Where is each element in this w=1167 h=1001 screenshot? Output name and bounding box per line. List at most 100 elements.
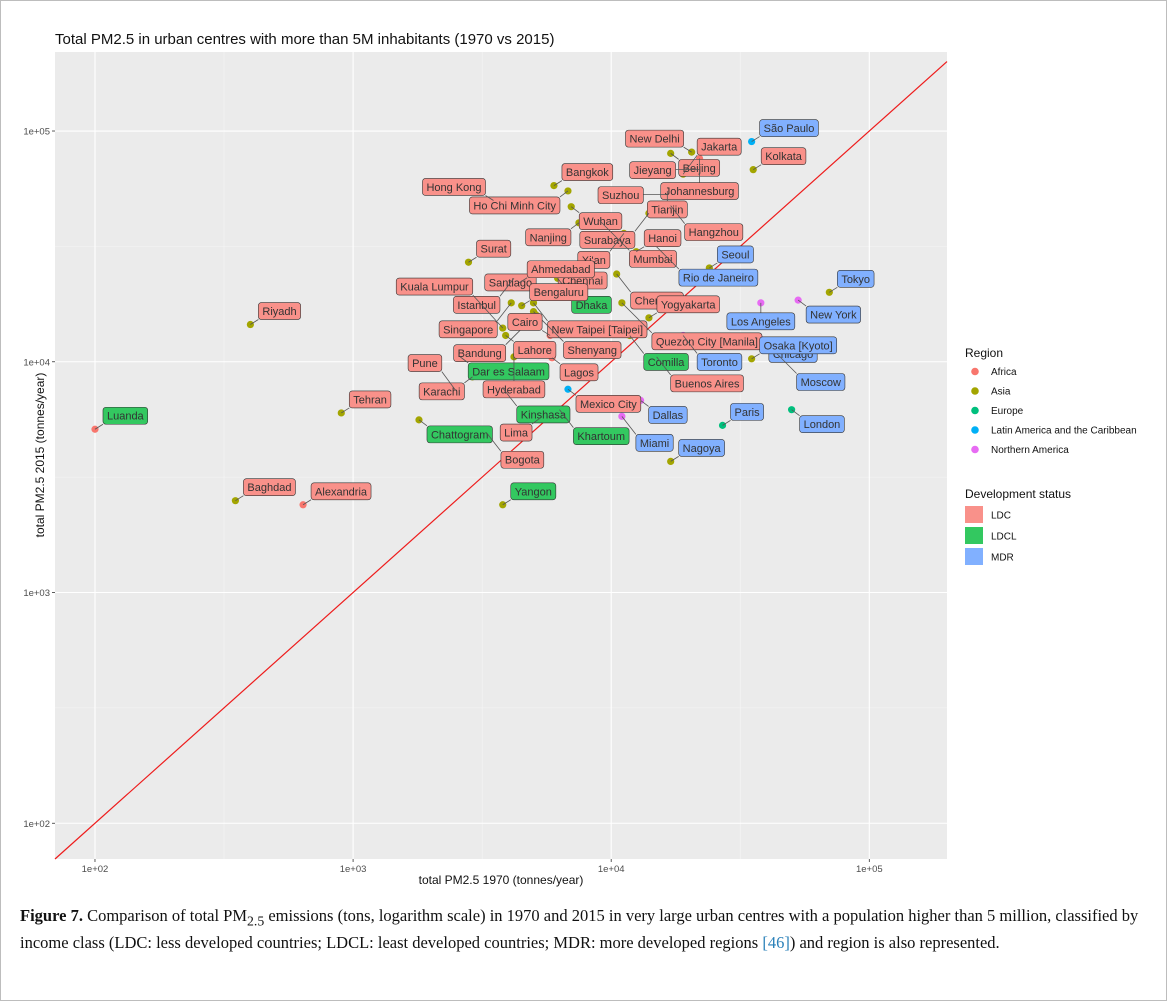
- label-leader-line: [235, 495, 244, 502]
- data-label-box: [469, 196, 561, 215]
- data-label: Comilla: [648, 357, 686, 369]
- x-tick-label: 1e+02: [82, 864, 109, 875]
- data-label: Hong Kong: [426, 182, 481, 194]
- label-leader-line: [468, 256, 477, 263]
- legend-region-label: Africa: [991, 367, 1017, 378]
- data-label: Rio de Janeiro: [683, 273, 754, 285]
- caption-text-3: ) and region is also represented.: [789, 933, 1000, 953]
- label-leader-line: [418, 419, 428, 427]
- data-label: New Delhi: [630, 134, 680, 146]
- label-leader-line: [682, 335, 698, 354]
- data-label-box: [643, 229, 682, 247]
- caption-text-1: Comparison of total PM: [87, 906, 248, 925]
- caption-subscript: 2.5: [247, 913, 265, 929]
- data-point: [246, 320, 254, 329]
- data-label: Mexico City: [580, 399, 637, 411]
- data-label-box: [499, 423, 533, 442]
- data-label-box: [102, 406, 149, 425]
- label-leader-line: [753, 164, 762, 171]
- label-leader-line: [722, 420, 731, 426]
- data-label: Surat: [481, 244, 507, 256]
- data-label: New Taipei [Taipei]: [551, 324, 643, 336]
- caption-reference-close: ]: [784, 933, 790, 953]
- data-label-box: [660, 182, 739, 200]
- data-label: São Paulo: [764, 123, 815, 135]
- data-label-box: [563, 341, 622, 359]
- legend-status-label: LDC: [991, 511, 1011, 522]
- data-label: Ahmedabad: [531, 264, 590, 276]
- label-leader-line: [541, 330, 551, 336]
- data-label: Pune: [412, 358, 438, 370]
- data-label: Cairo: [512, 317, 538, 329]
- x-tick-label: 1e+03: [340, 864, 367, 875]
- label-leader-line: [570, 206, 580, 213]
- data-label: Mumbai: [633, 254, 672, 266]
- caption-reference-link[interactable]: 46: [767, 933, 785, 953]
- y-tick-label: 1e+05: [23, 127, 50, 138]
- legend-region-label: Europe: [991, 406, 1024, 417]
- legend-status-label: LDCL: [991, 532, 1017, 543]
- data-label-box: [507, 313, 543, 331]
- data-label: Suzhou: [602, 190, 639, 202]
- legend-region-label: Latin America and the Caribbean: [991, 426, 1137, 437]
- data-label: Ho Chi Minh City: [473, 200, 556, 212]
- label-leader-line: [682, 154, 698, 175]
- caption-text-2: emissions (tons, logarithm scale) in 197…: [20, 906, 1139, 953]
- label-leader-line: [551, 357, 561, 365]
- data-label: London: [804, 419, 841, 431]
- data-label-box: [482, 380, 546, 399]
- data-label: Karachi: [423, 386, 460, 398]
- legend-region-key: [971, 426, 979, 434]
- data-label-box: [635, 434, 674, 452]
- label-leader-line: [609, 233, 625, 252]
- data-label-box: [837, 269, 875, 288]
- label-leader-line: [459, 356, 469, 364]
- legend-status-title: Development status: [965, 487, 1071, 501]
- data-label: Kuala Lumpur: [400, 282, 469, 294]
- legend-region-title: Region: [965, 346, 1003, 360]
- data-label: Jieyang: [634, 165, 672, 177]
- label-leader-line: [709, 262, 718, 269]
- data-label-box: [526, 260, 595, 279]
- data-label-box: [670, 374, 744, 393]
- data-label: Lagos: [564, 367, 594, 379]
- data-label: Paris: [735, 407, 761, 419]
- label-leader-line: [559, 190, 569, 198]
- data-label-box: [579, 230, 636, 249]
- legend-status-key: [965, 506, 983, 523]
- label-leader-line: [797, 299, 807, 307]
- data-label: Dallas: [653, 410, 684, 422]
- data-label: Toronto: [701, 357, 738, 369]
- data-label: Moscow: [801, 377, 841, 389]
- data-label: Hangzhou: [689, 227, 739, 239]
- data-label-box: [500, 450, 545, 469]
- label-leader-line: [621, 302, 653, 334]
- label-leader-line: [599, 220, 630, 251]
- label-leader-line: [94, 423, 104, 430]
- data-label-box: [438, 320, 498, 339]
- data-label-box: [310, 482, 372, 501]
- data-label-box: [258, 302, 301, 320]
- data-label-box: [629, 161, 676, 179]
- label-leader-line: [499, 278, 515, 297]
- caption-label: Figure 7.: [20, 906, 83, 925]
- data-label-box: [426, 425, 493, 444]
- label-leader-line: [616, 273, 631, 293]
- label-leader-line: [302, 499, 312, 506]
- label-leader-line: [472, 294, 504, 329]
- data-label-box: [759, 119, 819, 137]
- data-label: New York: [810, 310, 857, 322]
- label-leader-line: [553, 180, 563, 186]
- data-label-box: [561, 163, 614, 181]
- data-label: Khartoum: [577, 431, 625, 443]
- data-label-box: [726, 312, 796, 331]
- data-label: Tehran: [353, 394, 387, 406]
- data-label: Shenyang: [567, 345, 617, 357]
- data-label-box: [625, 129, 684, 148]
- label-leader-line: [486, 433, 502, 452]
- label-leader-line: [670, 205, 685, 224]
- legend-region-label: Northern America: [991, 445, 1069, 456]
- data-label: Yangon: [515, 486, 552, 498]
- data-label-box: [717, 245, 754, 264]
- data-label: Istanbul: [457, 300, 496, 312]
